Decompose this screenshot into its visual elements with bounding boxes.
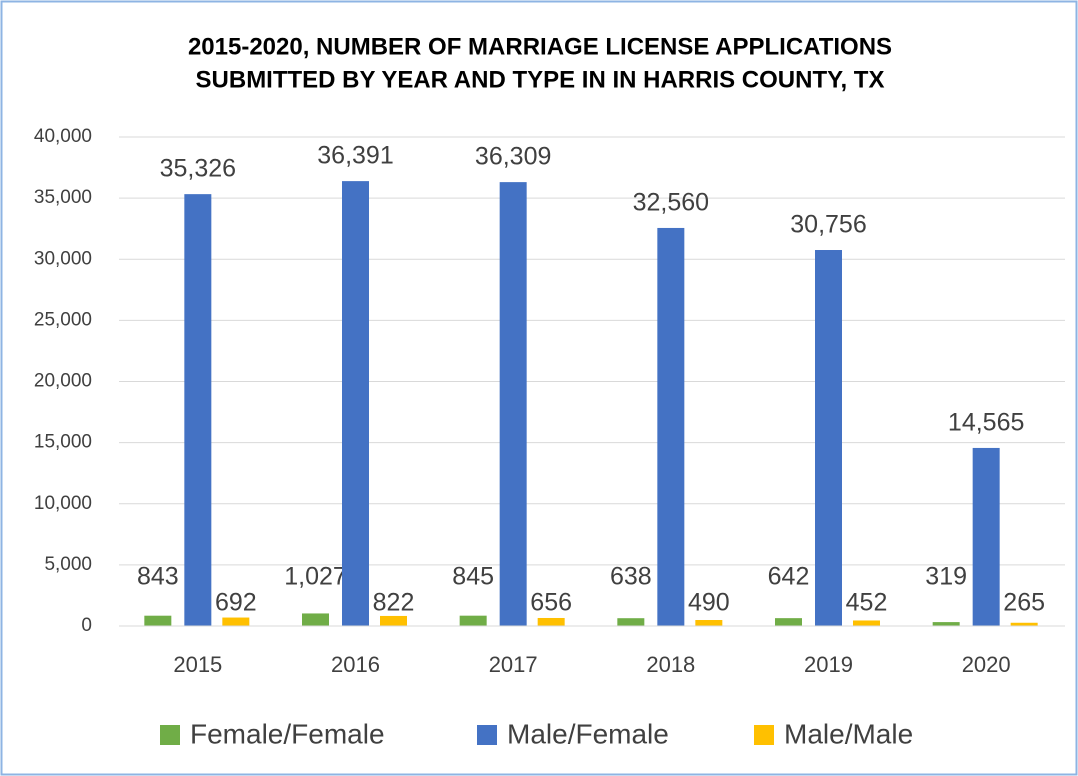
data-label: 452 (846, 589, 888, 617)
bar (695, 620, 723, 626)
data-label: 845 (452, 563, 494, 591)
data-label: 319 (925, 563, 967, 591)
y-tick-label: 25,000 (34, 309, 92, 330)
data-label: 265 (1003, 589, 1045, 617)
data-label: 14,565 (948, 409, 1024, 437)
chart-title: SUBMITTED BY YEAR AND TYPE IN IN HARRIS … (196, 66, 885, 93)
data-label: 692 (215, 589, 257, 617)
bar (1010, 622, 1038, 626)
legend-swatch (477, 725, 497, 745)
data-label: 822 (373, 589, 415, 617)
chart-title: 2015-2020, NUMBER OF MARRIAGE LICENSE AP… (188, 33, 892, 60)
y-tick-label: 20,000 (34, 371, 92, 392)
y-tick-label: 40,000 (34, 126, 92, 147)
x-tick-label: 2020 (962, 652, 1011, 677)
x-tick-label: 2017 (489, 652, 538, 677)
bar (144, 615, 172, 626)
data-label: 638 (610, 563, 652, 591)
bar (184, 194, 212, 626)
bar (342, 181, 369, 626)
bar (380, 615, 407, 626)
data-label: 1,027 (284, 563, 347, 591)
legend-label: Male/Female (507, 718, 669, 749)
x-tick-label: 2018 (646, 652, 695, 677)
legend-swatch (160, 725, 180, 745)
data-label: 656 (530, 589, 572, 617)
bar (302, 613, 329, 626)
y-tick-label: 30,000 (34, 248, 92, 269)
data-label: 30,756 (790, 211, 866, 239)
y-tick-label: 5,000 (44, 554, 92, 575)
x-tick-label: 2015 (173, 652, 222, 677)
y-tick-label: 15,000 (34, 432, 92, 453)
y-tick-label: 0 (81, 615, 92, 636)
bar (459, 615, 487, 626)
y-tick-label: 10,000 (34, 493, 92, 514)
x-tick-label: 2016 (331, 652, 380, 677)
data-label: 36,391 (317, 142, 393, 170)
bar (853, 620, 880, 626)
bar (932, 622, 960, 626)
x-tick-label: 2019 (804, 652, 853, 677)
data-label: 35,326 (160, 155, 236, 183)
data-label: 36,309 (475, 143, 551, 171)
legend-label: Female/Female (190, 718, 385, 749)
bar (617, 618, 645, 626)
data-label: 490 (688, 589, 730, 617)
bar (657, 227, 685, 627)
bar (222, 617, 250, 626)
legend-swatch (754, 725, 774, 745)
bar (815, 250, 842, 626)
data-label: 843 (137, 563, 179, 591)
bar (775, 618, 802, 626)
data-label: 32,560 (633, 189, 709, 217)
bar (537, 617, 565, 626)
bar (972, 447, 1000, 626)
data-label: 642 (768, 563, 810, 591)
bar (499, 182, 527, 626)
legend-label: Male/Male (784, 718, 913, 749)
y-tick-label: 35,000 (34, 187, 92, 208)
